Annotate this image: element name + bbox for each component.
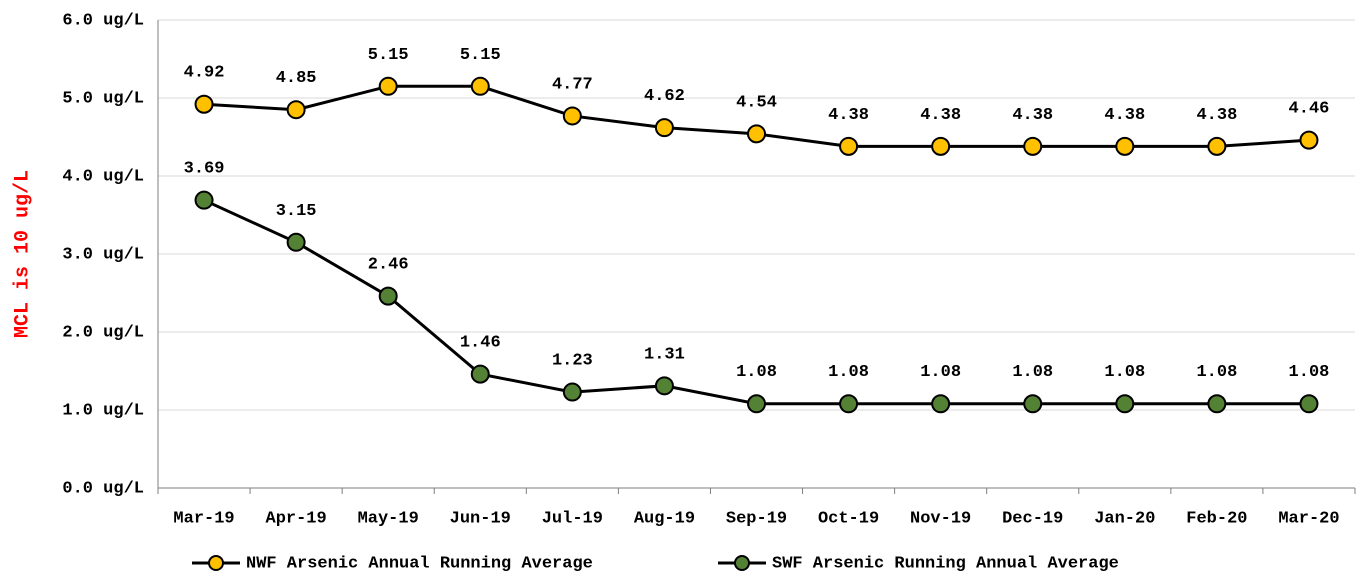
point xyxy=(378,76,398,96)
data-label: 3.15 xyxy=(276,202,317,221)
data-label: 4.38 xyxy=(828,106,869,125)
data-label: 1.08 xyxy=(1196,363,1237,382)
x-tick-label: May-19 xyxy=(358,509,419,528)
point xyxy=(931,394,951,414)
x-tick-label: Mar-19 xyxy=(173,509,234,528)
point xyxy=(1023,394,1043,414)
point xyxy=(747,124,766,144)
point xyxy=(1207,394,1227,414)
x-tick-label: Nov-19 xyxy=(910,509,971,528)
point xyxy=(562,106,582,126)
point xyxy=(562,382,582,402)
y-axis-label: MCL is 10 ug/L xyxy=(11,170,34,338)
data-label: 4.54 xyxy=(736,93,777,112)
x-tick-label: Mar-20 xyxy=(1278,509,1339,528)
point xyxy=(1115,136,1135,156)
point xyxy=(839,136,859,156)
x-tick-label: Oct-19 xyxy=(818,509,879,528)
data-label: 3.69 xyxy=(184,160,225,179)
point xyxy=(470,76,490,96)
legend-label: NWF Arsenic Annual Running Average xyxy=(246,554,593,573)
data-label: 2.46 xyxy=(368,256,409,275)
data-label: 4.46 xyxy=(1289,100,1330,119)
y-tick-label: 0.0 ug/L xyxy=(62,479,144,498)
data-label: 1.08 xyxy=(1289,363,1330,382)
data-label: 4.38 xyxy=(1104,106,1145,125)
point xyxy=(378,286,398,306)
point xyxy=(654,118,674,138)
data-label: 1.46 xyxy=(460,334,501,353)
data-label: 4.38 xyxy=(1012,106,1053,125)
data-label: 1.08 xyxy=(736,363,777,382)
y-tick-label: 6.0 ug/L xyxy=(62,11,144,30)
data-label: 4.62 xyxy=(644,87,685,106)
legend-label: SWF Arsenic Running Annual Average xyxy=(772,554,1119,573)
data-label: 4.92 xyxy=(184,64,225,83)
x-tick-label: Apr-19 xyxy=(266,509,327,528)
y-tick-label: 3.0 ug/L xyxy=(62,245,144,264)
point xyxy=(747,394,766,414)
y-tick-label: 5.0 ug/L xyxy=(62,89,144,108)
data-label: 4.38 xyxy=(1196,106,1237,125)
data-label: 5.15 xyxy=(368,46,409,65)
legend-marker xyxy=(208,555,224,571)
point xyxy=(931,136,951,156)
legend-marker xyxy=(734,555,750,571)
point xyxy=(286,232,306,252)
data-label: 5.15 xyxy=(460,46,501,65)
y-tick-label: 2.0 ug/L xyxy=(62,323,144,342)
data-label: 1.08 xyxy=(1012,363,1053,382)
data-label: 1.08 xyxy=(920,363,961,382)
x-tick-label: Dec-19 xyxy=(1002,509,1063,528)
point xyxy=(654,376,674,396)
point xyxy=(194,190,214,210)
data-label: 1.08 xyxy=(828,363,869,382)
x-tick-label: Jul-19 xyxy=(542,509,603,528)
point xyxy=(1023,136,1043,156)
data-label: 4.77 xyxy=(552,75,593,94)
point xyxy=(194,94,214,114)
point xyxy=(1207,136,1227,156)
x-tick-label: Feb-20 xyxy=(1186,509,1247,528)
point xyxy=(286,100,306,120)
data-label: 4.38 xyxy=(920,106,961,125)
x-tick-label: Jan-20 xyxy=(1094,509,1155,528)
data-label: 1.31 xyxy=(644,345,685,364)
point xyxy=(470,364,490,384)
x-tick-label: Aug-19 xyxy=(634,509,695,528)
data-label: 4.85 xyxy=(276,69,317,88)
x-tick-label: Sep-19 xyxy=(726,509,787,528)
data-label: 1.08 xyxy=(1104,363,1145,382)
x-tick-label: Jun-19 xyxy=(450,509,511,528)
point xyxy=(1115,394,1135,414)
point xyxy=(1299,130,1319,150)
y-tick-label: 1.0 ug/L xyxy=(62,401,144,420)
point xyxy=(839,394,859,414)
point xyxy=(1299,394,1319,414)
y-tick-label: 4.0 ug/L xyxy=(62,167,144,186)
data-label: 1.23 xyxy=(552,352,593,371)
